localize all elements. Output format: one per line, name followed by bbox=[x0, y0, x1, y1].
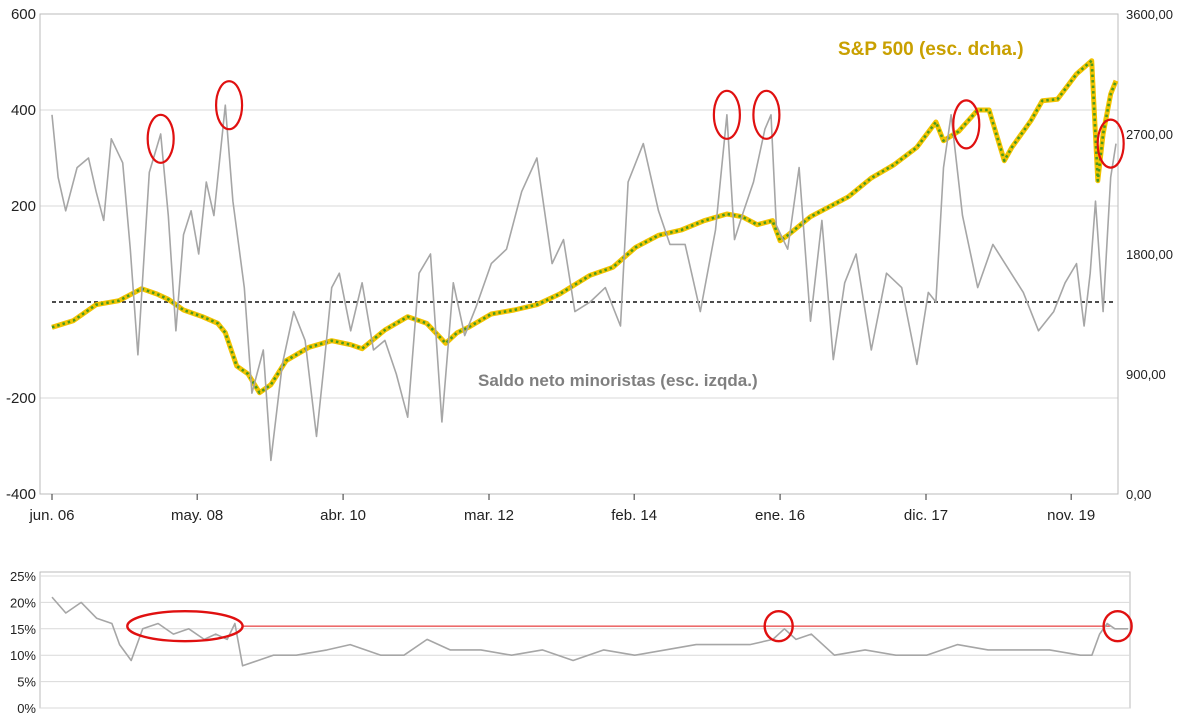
x-tick-label: jun. 06 bbox=[28, 507, 74, 524]
left-tick-label: 400 bbox=[11, 102, 36, 119]
lower-tick-label: 15% bbox=[10, 622, 36, 637]
region-circle bbox=[763, 609, 794, 643]
retail-label: Saldo neto minoristas (esc. izqda.) bbox=[478, 371, 758, 390]
lower-tick-label: 5% bbox=[17, 675, 36, 690]
left-tick-label: -400 bbox=[6, 486, 36, 503]
lower-grid bbox=[40, 575, 1130, 709]
lower-tick-label: 0% bbox=[17, 701, 36, 716]
left-tick-label: 600 bbox=[11, 6, 36, 23]
percentage-line bbox=[51, 596, 1128, 667]
lower-tick-label: 10% bbox=[10, 648, 36, 663]
lower-highlighted-regions bbox=[126, 609, 1133, 643]
right-tick-label: 1800,00 bbox=[1126, 247, 1173, 262]
region-circle bbox=[126, 609, 244, 643]
x-tick-label: abr. 10 bbox=[320, 507, 366, 524]
right-tick-label: 900,00 bbox=[1126, 367, 1166, 382]
highlighted-peaks bbox=[146, 80, 1125, 169]
main-grid bbox=[40, 13, 1118, 495]
peak-circle bbox=[1096, 118, 1125, 169]
left-tick-label: -200 bbox=[6, 390, 36, 407]
right-tick-label: 2700,00 bbox=[1126, 127, 1173, 142]
x-tick-label: may. 08 bbox=[171, 507, 223, 524]
lower-axis-ticks: 25% 20% 15% 10% 5% 0% bbox=[10, 569, 36, 716]
peak-circle bbox=[952, 99, 981, 150]
lower-tick-label: 25% bbox=[10, 569, 36, 584]
x-tick-label: feb. 14 bbox=[611, 507, 657, 524]
left-tick-label: 200 bbox=[11, 198, 36, 215]
retail-line bbox=[51, 104, 1117, 462]
lower-tick-label: 20% bbox=[10, 595, 36, 610]
peak-circle bbox=[752, 89, 781, 140]
peak-circle bbox=[214, 80, 244, 131]
main-plot-frame bbox=[39, 13, 1119, 495]
x-tick-label: ene. 16 bbox=[755, 507, 805, 524]
x-tick-label: nov. 19 bbox=[1047, 507, 1095, 524]
right-tick-label: 3600,00 bbox=[1126, 7, 1173, 22]
retail-net-balance-series bbox=[51, 104, 1117, 462]
x-axis-ticks: jun. 06 may. 08 abr. 10 mar. 12 feb. 14 ene. … bbox=[28, 494, 1095, 524]
left-axis-ticks: 600 400 200 -200 -400 bbox=[6, 6, 36, 503]
right-tick-label: 0,00 bbox=[1126, 487, 1151, 502]
x-tick-label: mar. 12 bbox=[464, 507, 514, 524]
peak-circle bbox=[146, 113, 175, 164]
peak-circle bbox=[712, 89, 741, 140]
x-tick-label: dic. 17 bbox=[904, 507, 948, 524]
sp500-label: S&P 500 (esc. dcha.) bbox=[838, 39, 1024, 60]
percentage-series bbox=[51, 596, 1128, 667]
right-axis-ticks: 3600,00 2700,00 1800,00 900,00 0,00 bbox=[1126, 7, 1173, 502]
region-circle bbox=[1102, 609, 1133, 643]
